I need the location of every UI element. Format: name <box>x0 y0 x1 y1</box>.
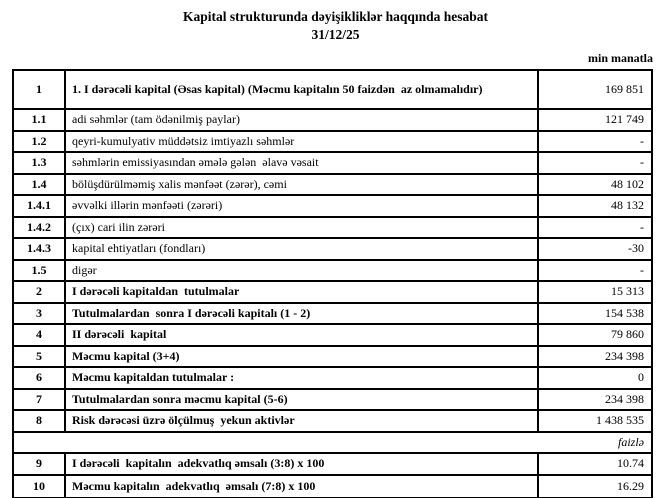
table-row: 1.4.3 kapital ehtiyatları (fondları) -30 <box>14 239 651 261</box>
table-row: 10 Məcmu kapitalın adekvatlıq əmsalı (7:8… <box>14 475 651 498</box>
row-value: 121 749 <box>605 112 644 127</box>
row-number: 7 <box>14 389 66 410</box>
row-number: 2 <box>14 282 66 302</box>
row-label: bölüşdürülməmiş xalis mənfəət (zərər), c… <box>66 174 539 195</box>
row-number: 1.5 <box>14 260 66 281</box>
row-value: 10.74 <box>617 456 644 471</box>
table-row: 1.2 qeyri-kumulyativ müddətsiz imtiyazlı … <box>14 131 651 154</box>
row-value: - <box>640 133 644 148</box>
table-row: 3 Tutulmalardan sonra I dərəcəli kapitalı… <box>14 303 651 326</box>
row-value: 234 398 <box>605 348 644 363</box>
table-row: 4 II dərəcəli kapital 79 860 <box>14 325 651 347</box>
report-header: Kapital strukturunda dəyişikliklər haqqı… <box>0 0 671 43</box>
row-label: kapital ehtiyatları (fondları) <box>66 239 539 259</box>
unit-note: min manatla <box>587 51 653 66</box>
row-label: 1. I dərəcəli kapital (Əsas kapital) (Mə… <box>66 71 539 109</box>
row-label: I dərəcəli kapitalın adekvatlıq əmsalı (… <box>66 454 539 474</box>
table-row: 5 Məcmu kapital (3+4) 234 398 <box>14 346 651 369</box>
report-date: 31/12/25 <box>311 26 360 42</box>
table-row: 1.4.1 əvvəlki illərin mənfəəti (zərəri) 48… <box>14 196 651 218</box>
row-number: 1.3 <box>14 153 66 173</box>
capital-structure-table: 1 1. I dərəcəli kapital (Əsas kapital) (M… <box>12 69 653 498</box>
percent-unit-note: faizlə <box>618 434 644 449</box>
row-number: 4 <box>14 325 66 345</box>
row-value: - <box>640 219 644 234</box>
row-label: əvvəlki illərin mənfəəti (zərəri) <box>66 196 539 216</box>
row-label: səhmlərin emissiyasından əmələ gələn əla… <box>66 153 539 173</box>
table-row: 1.4.2 (çıx) cari ilin zərəri - <box>14 217 651 240</box>
row-value: 15 313 <box>611 284 644 299</box>
table-row: 1.1 adi səhmlər (tam ödənilmiş paylar) 121… <box>14 110 651 132</box>
row-value: 234 398 <box>605 391 644 406</box>
row-number: 1 <box>14 71 66 109</box>
table-row: 6 Məcmu kapitaldan tutulmalar : 0 <box>14 368 651 390</box>
table-row: 1 1. I dərəcəli kapital (Əsas kapital) (M… <box>14 71 651 111</box>
table-note-row: faizlə <box>14 433 651 455</box>
row-label: Məcmu kapitaldan tutulmalar : <box>66 368 539 388</box>
table-row: 1.4 bölüşdürülməmiş xalis mənfəət (zərər)… <box>14 174 651 197</box>
row-value: 1 438 535 <box>596 413 644 428</box>
row-number: 8 <box>14 411 66 431</box>
report-title: Kapital strukturunda dəyişikliklər haqqı… <box>182 9 489 24</box>
row-value: 169 851 <box>605 81 644 96</box>
row-number: 1.1 <box>14 110 66 130</box>
row-label: Tutulmalardan sonra I dərəcəli kapitalı … <box>66 303 539 324</box>
row-value: 16.29 <box>617 478 644 493</box>
row-number: 1.4 <box>14 174 66 195</box>
row-number: 5 <box>14 346 66 367</box>
row-value: - <box>640 262 644 277</box>
row-label: II dərəcəli kapital <box>66 325 539 345</box>
row-label: qeyri-kumulyativ müddətsiz imtiyazlı səh… <box>66 131 539 152</box>
table-row: 7 Tutulmalardan sonra məcmu kapital (5-6)… <box>14 389 651 412</box>
row-value: 79 860 <box>611 327 644 342</box>
row-value: 48 132 <box>611 198 644 213</box>
row-label: Tutulmalardan sonra məcmu kapital (5-6) <box>66 389 539 410</box>
row-number: 10 <box>14 475 66 498</box>
row-number: 1.2 <box>14 131 66 152</box>
row-value: -30 <box>628 241 644 256</box>
row-value: - <box>640 155 644 170</box>
row-value: 0 <box>638 370 644 385</box>
row-number: 6 <box>14 368 66 388</box>
row-number: 1.4.1 <box>14 196 66 216</box>
row-label: Məcmu kapitalın adekvatlıq əmsalı (7:8) … <box>66 475 539 498</box>
row-label: adi səhmlər (tam ödənilmiş paylar) <box>66 110 539 130</box>
row-value: 154 538 <box>605 305 644 320</box>
row-label: Məcmu kapital (3+4) <box>66 346 539 367</box>
row-value: 48 102 <box>611 176 644 191</box>
row-label: (çıx) cari ilin zərəri <box>66 217 539 238</box>
table-row: 1.5 digər - <box>14 260 651 283</box>
table-row: 8 Risk dərəcəsi üzrə ölçülmuş yekun aktiv… <box>14 411 651 433</box>
row-number: 1.4.3 <box>14 239 66 259</box>
row-label: I dərəcəli kapitaldan tutulmalar <box>66 282 539 302</box>
row-label: Risk dərəcəsi üzrə ölçülmuş yekun aktivl… <box>66 411 539 431</box>
row-number: 9 <box>14 454 66 474</box>
row-label: digər <box>66 260 539 281</box>
row-number: 3 <box>14 303 66 324</box>
table-row: 1.3 səhmlərin emissiyasından əmələ gələn … <box>14 153 651 175</box>
row-number: 1.4.2 <box>14 217 66 238</box>
